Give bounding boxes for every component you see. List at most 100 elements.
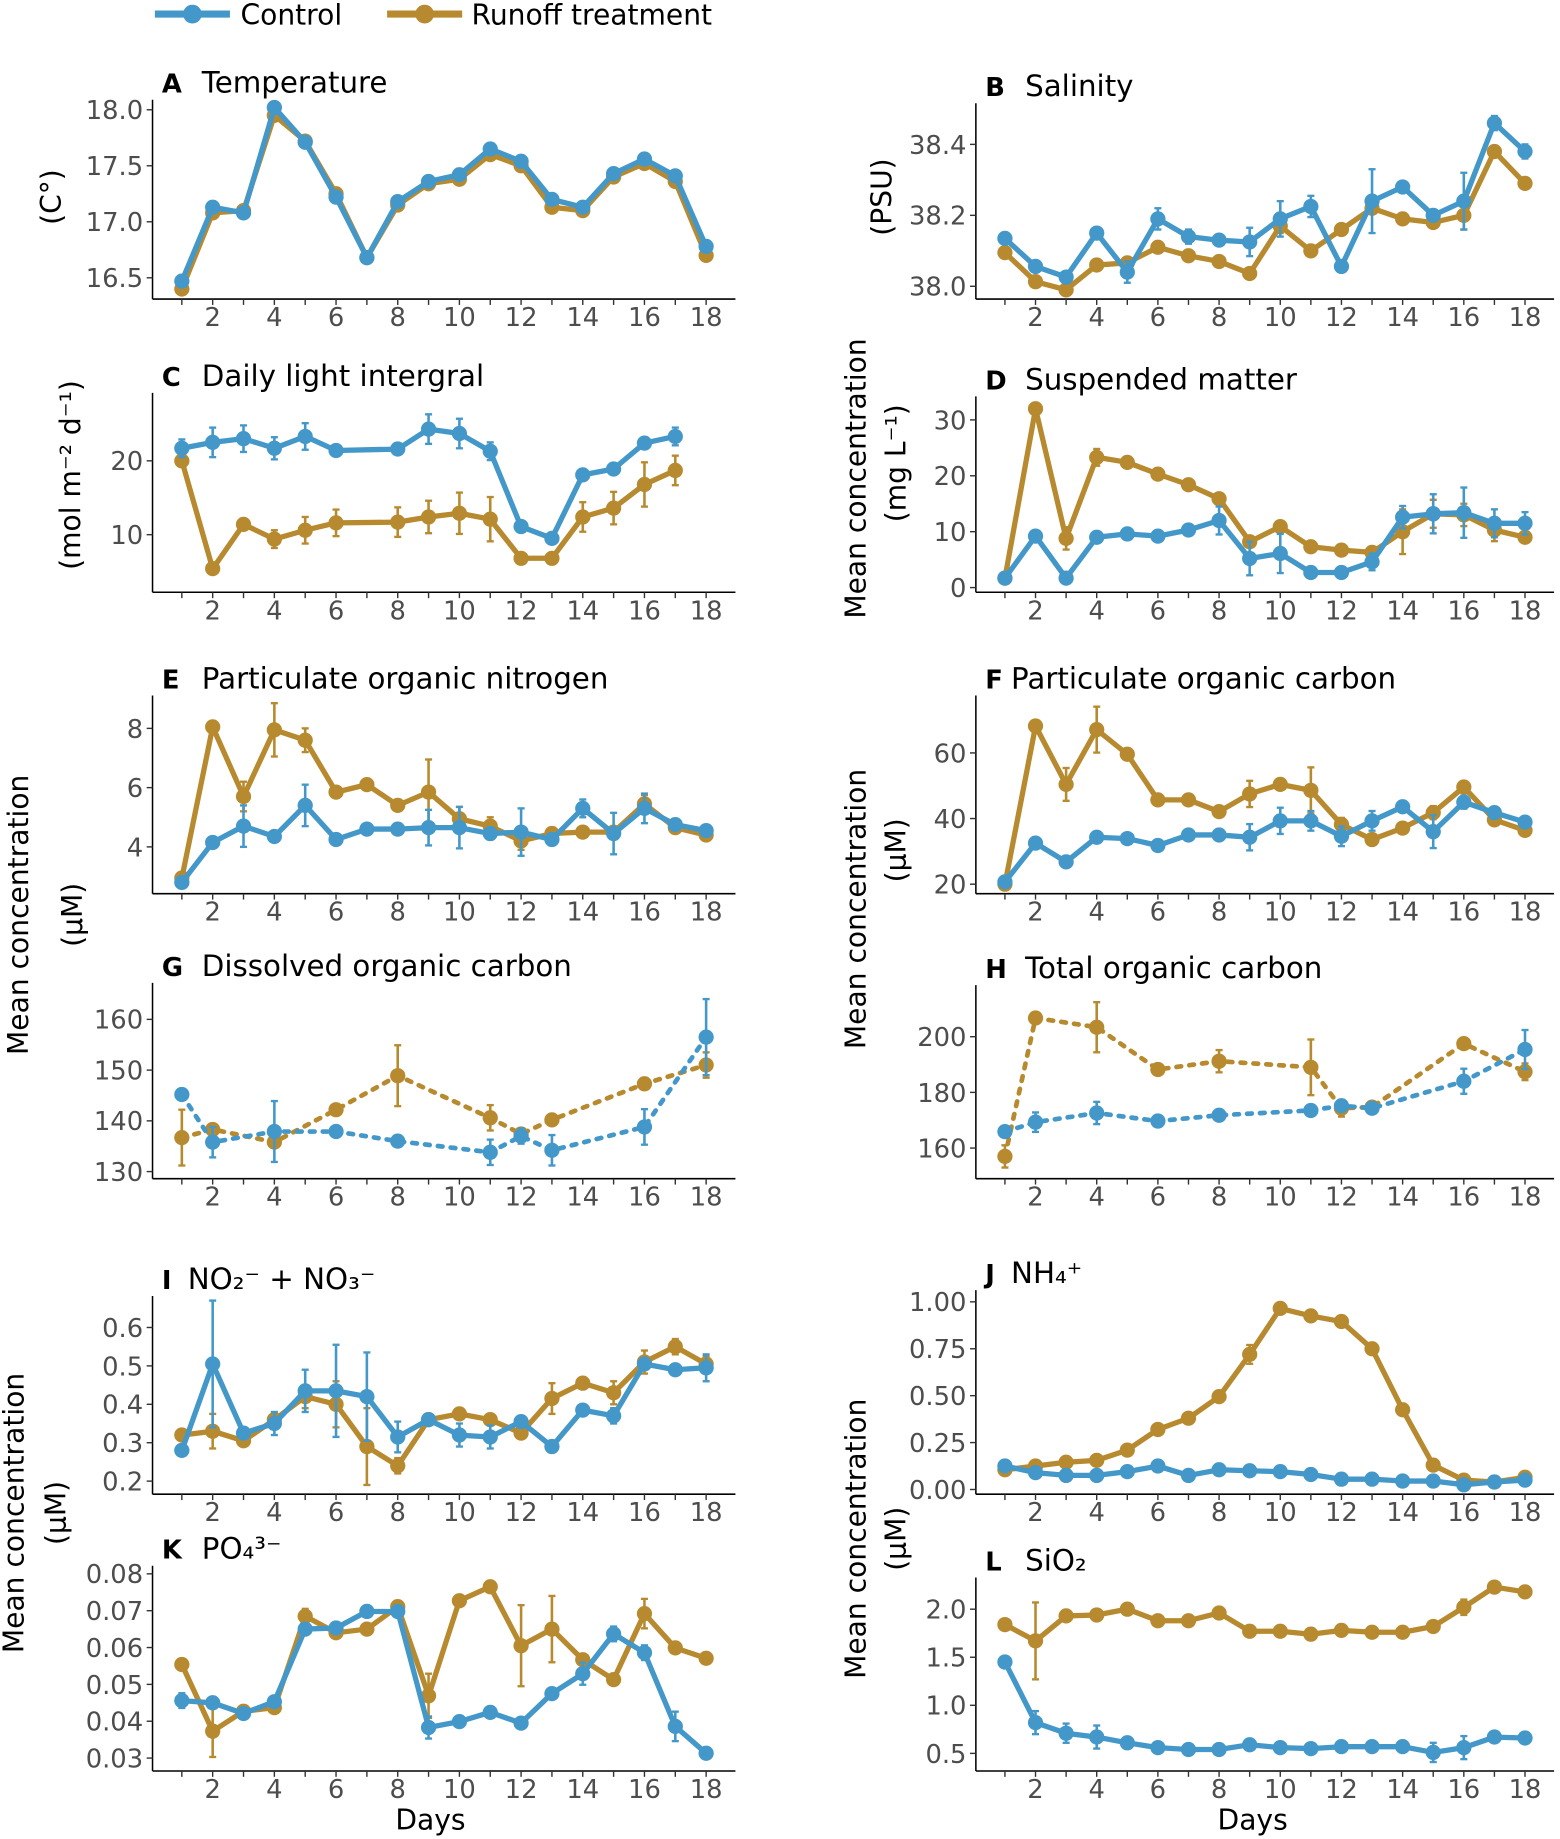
x-tick-label: 18	[690, 1775, 723, 1805]
data-point	[1517, 814, 1533, 830]
data-point	[1517, 143, 1533, 160]
x-tick-label: 6	[328, 596, 344, 626]
data-point	[1211, 1053, 1227, 1069]
y-label-eg-unit: (µM)	[56, 883, 89, 947]
data-point	[1364, 1471, 1380, 1487]
x-tick-label: 4	[266, 898, 282, 928]
data-point	[1333, 1313, 1350, 1330]
x-tick-label: 16	[628, 596, 661, 626]
y-label-fh-main: Mean concentration	[840, 769, 873, 1049]
panels: A Temperature 2 4 6 8 10 12 14 16 18 16.5 17.0 17.5 18…	[86, 66, 1555, 1805]
y-label-ik-unit: (µM)	[40, 1481, 73, 1545]
x-tick-label: 14	[1386, 303, 1419, 333]
x-tick-label: 4	[266, 1775, 282, 1805]
x-tick-label: 6	[1150, 1498, 1166, 1528]
data-point	[359, 1438, 375, 1455]
panel-title: SiO₂	[1025, 1543, 1087, 1577]
series-line	[1002, 799, 1526, 884]
data-point	[482, 1704, 498, 1721]
data-point	[667, 1640, 683, 1656]
data-point	[235, 1705, 252, 1722]
panel-d: D Suspended matter 2 4 6 8 10 12 14 16 18 0 10 20 30	[934, 362, 1555, 626]
y-tick-label: 0.25	[909, 1429, 966, 1459]
series-control	[174, 99, 714, 289]
data-point	[1089, 225, 1105, 241]
x-tick-label: 16	[628, 898, 661, 928]
data-point	[698, 1029, 714, 1045]
y-tick-label: 0	[950, 574, 966, 604]
data-point	[1180, 792, 1197, 808]
data-point	[1303, 1740, 1319, 1757]
data-point	[1150, 1613, 1166, 1629]
data-point	[1242, 234, 1258, 250]
y-tick-label: 20	[934, 462, 967, 492]
data-point	[1303, 539, 1319, 555]
data-point	[1517, 1041, 1533, 1058]
data-point	[451, 425, 468, 442]
x-tick-label: 14	[566, 1183, 599, 1213]
data-point	[544, 1112, 560, 1128]
data-point	[1119, 830, 1135, 847]
series-line	[1004, 1305, 1526, 1485]
x-tick-label: 8	[390, 596, 406, 626]
data-point	[605, 825, 622, 842]
data-point	[698, 238, 714, 255]
y-tick-label: 30	[934, 406, 967, 436]
data-point	[1119, 526, 1135, 542]
data-point	[297, 522, 313, 538]
y-tick-label: 1.00	[909, 1288, 966, 1318]
data-point	[605, 1671, 622, 1688]
data-point	[1027, 1464, 1044, 1481]
data-point	[667, 1339, 683, 1355]
panel-l: L SiO₂ 2 4 6 8 10 12 14 16 18 0.5 1.0 1.5 2.0	[925, 1543, 1555, 1805]
data-point	[1089, 829, 1105, 845]
y-tick-label: 130	[94, 1158, 143, 1188]
data-point	[544, 1142, 560, 1158]
data-point	[1150, 837, 1166, 854]
data-point	[513, 1413, 529, 1430]
data-point	[636, 800, 653, 816]
legend-control-marker	[183, 4, 202, 24]
y-tick-label: 0.5	[925, 1740, 966, 1770]
data-point	[1517, 515, 1533, 531]
data-point	[174, 1086, 190, 1103]
y-label-b: (PSU)	[865, 158, 898, 235]
series-line	[1004, 1463, 1526, 1488]
data-point	[667, 1718, 683, 1735]
x-tick-label: 2	[1027, 1183, 1043, 1213]
y-tick-label: 38.2	[909, 202, 966, 232]
data-point	[1272, 813, 1288, 829]
data-point	[1089, 1729, 1105, 1745]
x-tick-label: 16	[628, 1183, 661, 1213]
data-point	[1303, 782, 1319, 798]
x-tick-label: 2	[1027, 898, 1043, 928]
data-point	[997, 1458, 1013, 1474]
data-point	[1119, 264, 1135, 280]
data-point	[1089, 1452, 1105, 1469]
data-point	[1486, 1729, 1503, 1745]
data-point	[513, 153, 529, 169]
data-point	[1425, 207, 1441, 223]
series-runoff	[174, 702, 714, 886]
data-point	[359, 1603, 375, 1620]
data-point	[1333, 816, 1350, 833]
panel-letter: L	[985, 1547, 1001, 1577]
data-point	[1089, 1019, 1105, 1035]
data-point	[1150, 466, 1166, 482]
data-point	[1211, 512, 1227, 529]
data-point	[1058, 570, 1074, 586]
data-point	[575, 800, 591, 816]
x-tick-label: 14	[566, 898, 599, 928]
data-point	[575, 1652, 591, 1668]
data-point	[482, 443, 498, 459]
data-point	[1517, 1584, 1533, 1600]
data-point	[1272, 1623, 1288, 1639]
panel-title: NH₄⁺	[1011, 1256, 1082, 1290]
data-point	[1272, 1300, 1288, 1317]
y-axis-labels: (C°) (PSU) (mol m⁻² d⁻¹) Mean concentrat…	[0, 158, 912, 1679]
data-point	[1517, 529, 1533, 545]
data-point	[1425, 1457, 1441, 1473]
data-point	[1211, 1741, 1227, 1758]
panel-letter: F	[985, 665, 1003, 695]
data-point	[420, 421, 437, 437]
